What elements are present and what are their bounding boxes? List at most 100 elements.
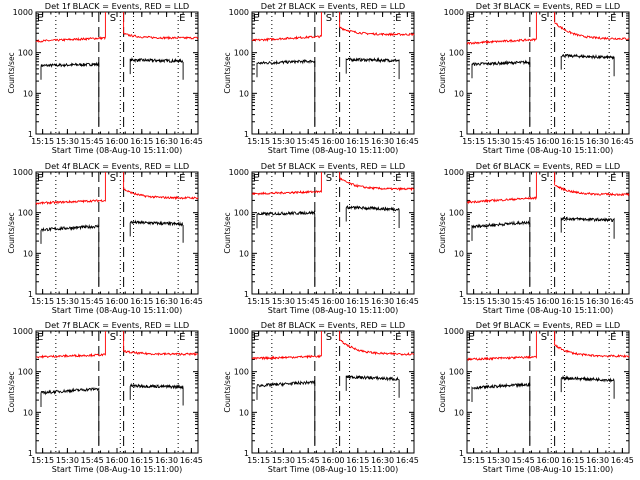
x-tick-label: 15:15: [247, 456, 270, 465]
events-series-line: [471, 382, 531, 445]
y-axis-label: Counts/sec: [438, 52, 447, 93]
event-marker-letter: E: [468, 332, 474, 343]
y-tick-label: 1: [244, 290, 249, 299]
lld-series-line: [35, 12, 106, 43]
event-marker-letter: E: [610, 173, 616, 184]
y-axis-label: Counts/sec: [7, 52, 16, 93]
x-tick-label: 16:15: [561, 297, 584, 306]
events-series-line: [560, 375, 615, 399]
x-tick-label: 15:45: [81, 137, 104, 146]
x-tick-label: 15:45: [512, 297, 535, 306]
x-tick-label: 15:45: [297, 456, 320, 465]
x-tick-label: 16:15: [130, 297, 153, 306]
y-tick-label: 10: [23, 408, 33, 417]
y-axis-label: Counts/sec: [438, 371, 447, 412]
x-tick-label: 15:30: [272, 297, 295, 306]
x-tick-label: 16:15: [346, 297, 369, 306]
panel-title: Det 4f BLACK = Events, RED = LLD: [45, 161, 189, 171]
event-marker-letter: E: [395, 173, 401, 184]
detector-panel: Det 9f BLACK = Events, RED = LLD 1 10 100 10…: [438, 320, 634, 474]
y-tick-label: 100: [234, 368, 249, 377]
detector-panel: Det 2f BLACK = Events, RED = LLD 1 10 100 10…: [223, 1, 419, 155]
events-series-line: [40, 223, 100, 286]
x-tick-label: 15:15: [247, 297, 270, 306]
x-tick-label: 15:15: [462, 297, 485, 306]
y-tick-label: 1000: [13, 168, 33, 177]
event-marker-letter: E: [179, 13, 185, 24]
panel-title: Det 5f BLACK = Events, RED = LLD: [261, 161, 405, 171]
y-tick-label: 10: [239, 408, 249, 417]
event-marker-letter: E: [179, 173, 185, 184]
y-axis-label: Counts/sec: [7, 212, 16, 253]
plot-frame: [251, 11, 415, 135]
panel-title: Det 3f BLACK = Events, RED = LLD: [476, 1, 620, 11]
x-tick-label: 16:15: [561, 137, 584, 146]
lld-series-line: [554, 344, 630, 359]
y-tick-label: 100: [18, 368, 33, 377]
detector-panel: Det 3f BLACK = Events, RED = LLD 1 10 100 10…: [438, 1, 634, 155]
event-marker-letter: E: [468, 13, 474, 24]
y-tick-label: 100: [449, 368, 464, 377]
y-tick-label: 1000: [229, 8, 249, 17]
panel-title: Det 7f BLACK = Events, RED = LLD: [45, 320, 189, 330]
lld-series-line: [123, 350, 199, 357]
x-axis-label: Start Time (08-Aug-10 15:11:00): [268, 465, 399, 474]
x-tick-label: 15:30: [56, 137, 79, 146]
x-axis-label: Start Time (08-Aug-10 15:11:00): [483, 465, 614, 474]
lld-series-line: [466, 12, 537, 46]
x-tick-label: 16:45: [180, 297, 203, 306]
x-tick-label: 16:00: [105, 297, 128, 306]
y-tick-label: 10: [239, 249, 249, 258]
event-marker-letter: S: [110, 332, 116, 343]
x-tick-label: 16:30: [586, 297, 609, 306]
event-marker-letter: E: [37, 173, 43, 184]
x-tick-label: 15:15: [247, 137, 270, 146]
panel-title: Det 1f BLACK = Events, RED = LLD: [45, 1, 189, 11]
events-series-line: [256, 209, 316, 286]
event-marker-letter: E: [610, 13, 616, 24]
y-tick-label: 1000: [444, 327, 464, 336]
plot-frame: [35, 11, 199, 135]
y-tick-label: 1: [244, 130, 249, 139]
event-marker-letter: S: [541, 332, 547, 343]
x-tick-label: 16:30: [371, 137, 394, 146]
x-tick-label: 16:00: [105, 456, 128, 465]
x-tick-label: 16:15: [130, 137, 153, 146]
event-marker-letter: E: [37, 332, 43, 343]
x-tick-label: 16:45: [611, 297, 634, 306]
events-series-line: [471, 59, 531, 126]
x-axis-label: Start Time (08-Aug-10 15:11:00): [52, 146, 183, 155]
y-tick-label: 1000: [229, 327, 249, 336]
x-tick-label: 15:15: [462, 456, 485, 465]
x-tick-label: 15:45: [297, 297, 320, 306]
events-series-line: [40, 386, 100, 445]
x-tick-label: 16:30: [586, 456, 609, 465]
x-axis-label: Start Time (08-Aug-10 15:11:00): [52, 465, 183, 474]
lld-series-line: [251, 12, 322, 43]
event-marker-letter: E: [468, 173, 474, 184]
event-marker-letter: E: [253, 332, 259, 343]
lld-series-line: [251, 331, 322, 361]
plot-frame: [35, 171, 199, 295]
x-tick-label: 16:30: [155, 456, 178, 465]
plot-frame: [466, 330, 630, 454]
lld-series-line: [35, 172, 106, 206]
y-tick-label: 1: [459, 449, 464, 458]
x-tick-label: 16:45: [396, 137, 419, 146]
x-tick-label: 15:30: [56, 297, 79, 306]
x-tick-label: 16:45: [180, 137, 203, 146]
x-tick-label: 15:45: [81, 456, 104, 465]
event-marker-letter: S: [326, 332, 332, 343]
lld-series-line: [35, 331, 106, 359]
x-tick-label: 16:45: [611, 456, 634, 465]
events-series-line: [345, 374, 400, 398]
plot-frame: [251, 171, 415, 295]
y-tick-label: 10: [23, 249, 33, 258]
y-tick-label: 1000: [13, 327, 33, 336]
y-axis-label: Counts/sec: [7, 371, 16, 412]
x-tick-label: 16:45: [180, 456, 203, 465]
event-marker-letter: E: [179, 332, 185, 343]
event-marker-letter: S: [541, 13, 547, 24]
x-tick-label: 16:30: [371, 456, 394, 465]
x-tick-label: 16:45: [396, 297, 419, 306]
